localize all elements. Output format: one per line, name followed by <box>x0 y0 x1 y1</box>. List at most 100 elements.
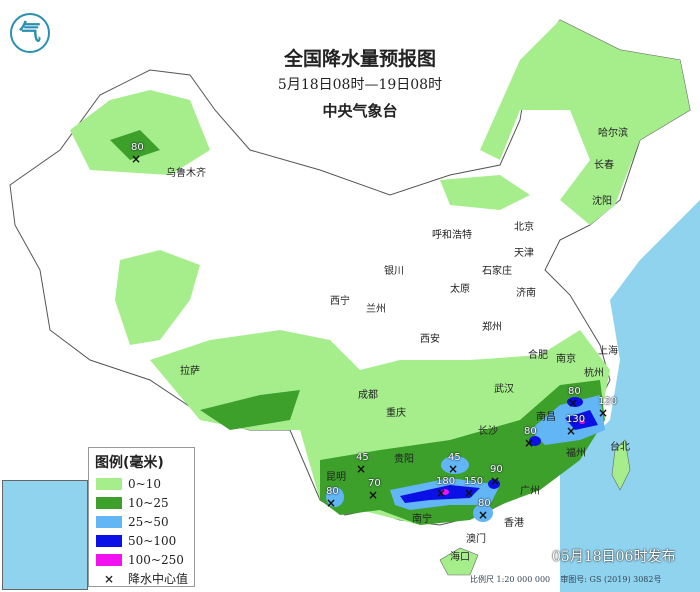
rain-50-100 <box>400 397 598 503</box>
hainan <box>439 547 479 576</box>
city-label: 西宁 <box>330 296 350 307</box>
cross-icon: × <box>490 474 501 488</box>
legend-label: 0~10 <box>128 476 161 491</box>
legend-item: 25~50 <box>96 512 194 531</box>
city-label: 台北 <box>610 442 630 453</box>
rain-center-value: 150 <box>464 476 484 487</box>
city-label: 西安 <box>420 334 440 345</box>
legend-item: × 降水中心值 <box>96 569 194 588</box>
city-label: 南昌 <box>536 412 556 423</box>
city-label: 南京 <box>556 354 576 365</box>
cross-icon: × <box>568 396 579 410</box>
rain-center-value: 80 <box>326 486 339 497</box>
cross-icon: × <box>436 486 447 500</box>
city-label: 杭州 <box>584 368 604 379</box>
rain-center: 150 × <box>464 476 484 500</box>
legend-label: 10~25 <box>128 495 169 510</box>
city-label: 武汉 <box>494 384 514 395</box>
city-label: 长沙 <box>478 426 498 437</box>
city-label: 乌鲁木齐 <box>166 168 206 179</box>
cross-icon: × <box>368 488 379 502</box>
map-footer: 比例尺 1:20 000 000 审图号: GS (2019) 3082号 <box>470 574 661 585</box>
city-label: 昆明 <box>326 472 346 483</box>
city-label: 长春 <box>594 160 614 171</box>
rain-center: 120 × <box>598 396 618 420</box>
city-label: 沈阳 <box>592 196 612 207</box>
cross-icon: × <box>131 152 142 166</box>
rain-center-value: 80 <box>568 386 581 397</box>
forecast-period: 5月18日08时—19日08时 <box>277 77 443 93</box>
cross-icon: × <box>103 571 115 586</box>
sea <box>560 200 700 592</box>
issuer: 中央气象台 <box>322 102 398 120</box>
rain-center-value: 80 <box>131 142 144 153</box>
cross-icon: × <box>464 486 475 500</box>
cross-icon: × <box>478 508 489 522</box>
south-china-sea-inset <box>2 480 88 590</box>
rain-center-value: 90 <box>490 464 503 475</box>
logo-mark: 气 <box>18 20 41 46</box>
rain-center-value: 80 <box>524 426 537 437</box>
rain-10-25 <box>110 130 605 525</box>
city-label: 太原 <box>450 284 470 295</box>
city-label: 海口 <box>450 552 470 563</box>
rain-center: 80 × <box>568 386 581 410</box>
rain-center: 80 × <box>131 142 144 166</box>
issue-time: 05月18日06时发布 <box>552 549 676 565</box>
legend-title: 图例(毫米) <box>95 455 164 471</box>
city-label: 拉萨 <box>180 366 200 377</box>
rain-center: 80 × <box>524 426 537 450</box>
city-label: 贵阳 <box>394 454 414 465</box>
city-label: 郑州 <box>482 322 502 333</box>
city-label: 银川 <box>384 266 404 277</box>
cross-icon: × <box>524 436 535 450</box>
rain-center-value: 130 <box>566 414 586 425</box>
map-title: 全国降水量预报图 <box>283 48 436 70</box>
rain-center-value: 70 <box>368 478 381 489</box>
cross-icon: × <box>566 424 577 438</box>
cross-icon: × <box>448 462 459 476</box>
taiwan <box>611 439 631 491</box>
city-label: 哈尔滨 <box>598 128 628 139</box>
rain-center: 130 × <box>566 414 586 438</box>
city-label: 澳门 <box>466 534 486 545</box>
city-label: 兰州 <box>366 304 386 315</box>
legend-swatch <box>96 553 122 566</box>
approval-number: 审图号: GS (2019) 3082号 <box>560 575 662 584</box>
city-label: 合肥 <box>528 350 548 361</box>
city-label: 广州 <box>520 486 540 497</box>
rain-center: 45 × <box>356 452 369 476</box>
cma-logo: 气 <box>10 13 50 53</box>
rain-center-value: 80 <box>478 498 491 509</box>
rain-center: 80 × <box>326 486 339 510</box>
legend-swatch <box>96 515 122 528</box>
cross-icon: × <box>598 406 609 420</box>
rain-center: 90 × <box>490 464 503 488</box>
city-label: 上海 <box>598 346 618 357</box>
rain-center: 180 × <box>436 476 456 500</box>
city-label: 福州 <box>566 448 586 459</box>
cross-icon: × <box>326 496 337 510</box>
legend-swatch <box>96 534 122 547</box>
legend-item: 100~250 <box>96 550 194 569</box>
rain-center-value: 45 <box>356 452 369 463</box>
legend-label: 降水中心值 <box>128 572 189 586</box>
scale: 比例尺 1:20 000 000 <box>470 575 551 584</box>
legend-label: 25~50 <box>128 514 169 529</box>
legend: 图例(毫米) 0~10 10~25 25~50 50~100 100~250 × 降水中心值 <box>88 447 195 587</box>
city-label: 香港 <box>504 518 524 529</box>
legend-swatch <box>96 496 122 509</box>
rain-center: 70 × <box>368 478 381 502</box>
rain-center-value: 120 <box>598 396 618 407</box>
rain-center-value: 45 <box>448 452 461 463</box>
city-label: 南宁 <box>412 514 432 525</box>
rain-center: 45 × <box>448 452 461 476</box>
legend-item: 50~100 <box>96 531 194 550</box>
rain-center-value: 180 <box>436 476 456 487</box>
city-label: 北京 <box>514 222 534 233</box>
rain-100-250 <box>441 420 585 495</box>
legend-label: 50~100 <box>128 533 177 548</box>
city-label: 呼和浩特 <box>432 230 472 241</box>
city-label: 石家庄 <box>482 266 512 277</box>
city-label: 天津 <box>514 248 534 259</box>
